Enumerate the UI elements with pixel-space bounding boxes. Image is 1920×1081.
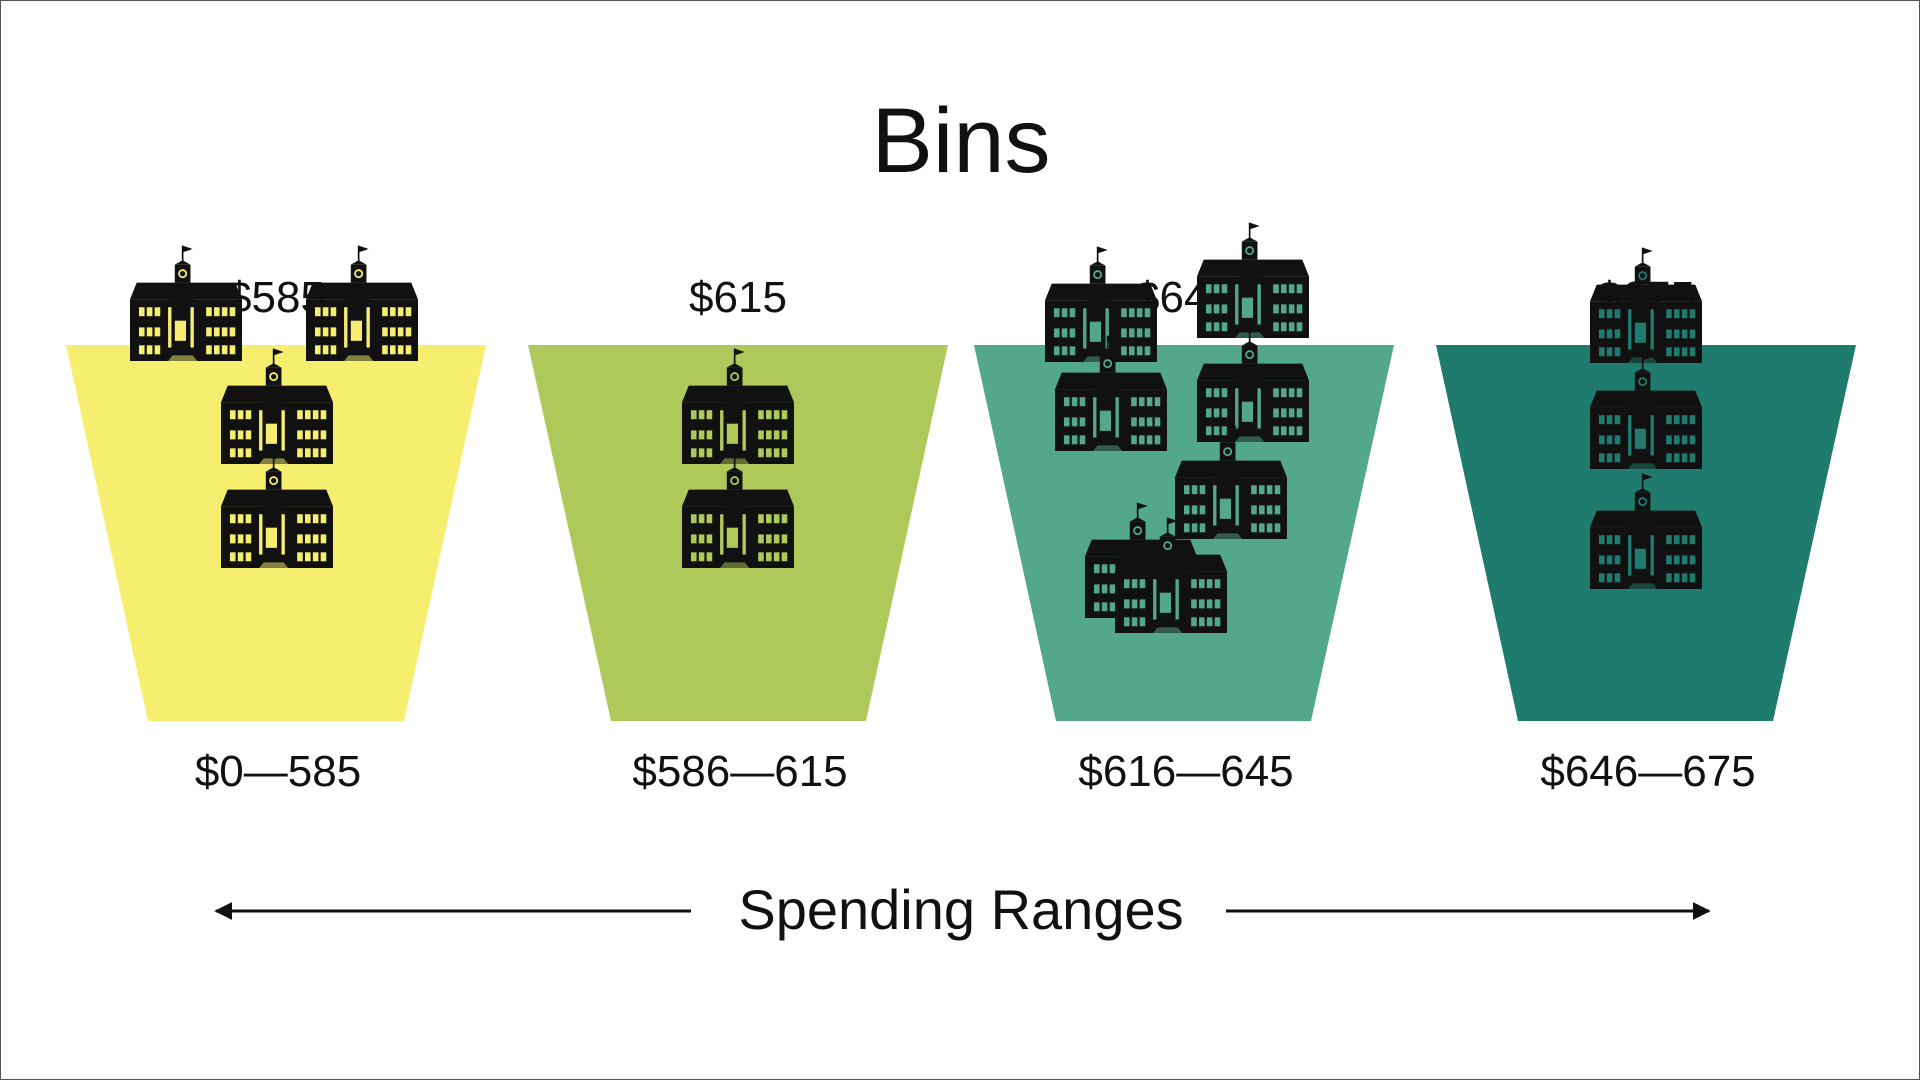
bins-group: $585$0—585 $615 $586—615 $645$616—645$675$6… bbox=[66, 222, 1856, 796]
bin-group-3: $645$616—645 bbox=[974, 222, 1394, 796]
school-building-icon bbox=[682, 348, 794, 464]
school-building-icon bbox=[682, 452, 794, 568]
school-building-icon bbox=[1590, 247, 1702, 363]
school-building-icon bbox=[1055, 335, 1167, 451]
bin-top-label: $615 bbox=[689, 273, 787, 322]
bin-group-4: $675$646—675 bbox=[1436, 247, 1856, 796]
school-building-icon bbox=[1197, 326, 1309, 442]
axis-label: Spending Ranges bbox=[738, 878, 1183, 941]
slide-title: Bins bbox=[871, 90, 1051, 192]
school-building-icon bbox=[1197, 222, 1309, 338]
bin-range-label: $616—645 bbox=[1078, 747, 1293, 796]
school-building-icon bbox=[1175, 423, 1287, 539]
bin-range-label: $646—675 bbox=[1540, 747, 1755, 796]
school-building-icon bbox=[130, 245, 242, 361]
bin-range-label: $586—615 bbox=[632, 747, 847, 796]
bin-group-2: $615 $586—615 bbox=[528, 273, 948, 796]
bin-range-label: $0—585 bbox=[195, 747, 361, 796]
school-building-icon bbox=[306, 245, 418, 361]
school-building-icon bbox=[221, 348, 333, 464]
school-building-icon bbox=[1045, 246, 1157, 362]
school-building-icon bbox=[1115, 517, 1227, 633]
school-building-icon bbox=[1590, 353, 1702, 469]
school-building-icon bbox=[221, 452, 333, 568]
bin-group-1: $585$0—585 bbox=[66, 245, 486, 796]
school-building-icon bbox=[1590, 473, 1702, 589]
spending-axis: Spending Ranges bbox=[214, 878, 1711, 941]
